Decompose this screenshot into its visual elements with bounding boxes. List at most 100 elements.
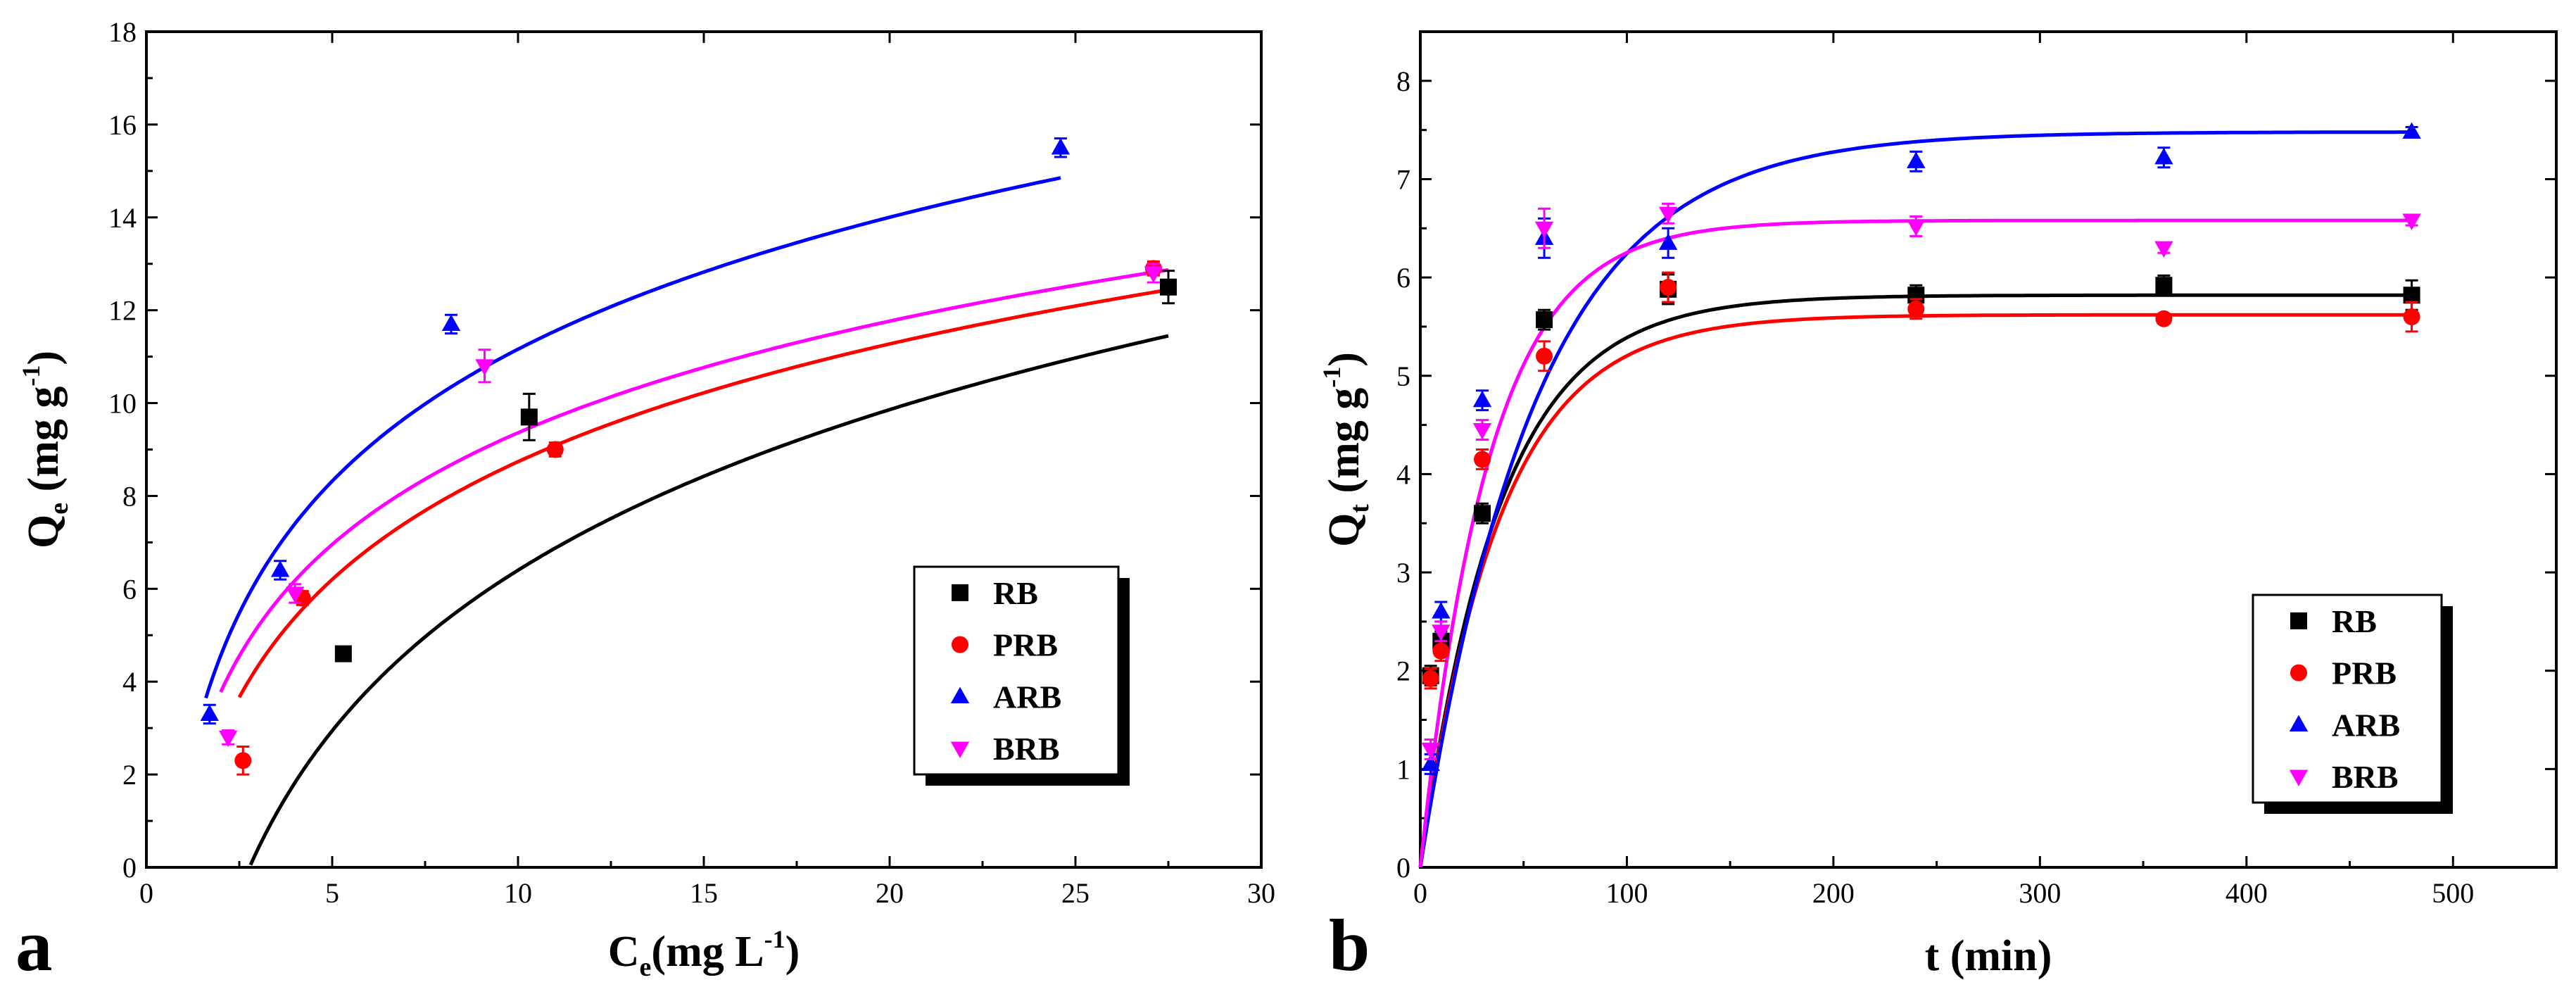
y-tick-label: 6 <box>122 573 137 605</box>
point-ARB <box>270 560 290 577</box>
y-tick-label: 2 <box>1396 655 1410 687</box>
legend-marker-RB <box>2290 612 2307 629</box>
x-tick-label: 30 <box>1247 877 1275 909</box>
point-PRB <box>1536 347 1553 365</box>
point-PRB <box>1432 642 1450 660</box>
point-BRB <box>286 586 305 603</box>
point-PRB <box>1660 279 1677 296</box>
y-tick-label: 1 <box>1396 753 1410 785</box>
data-points <box>1421 122 2421 775</box>
point-PRB <box>546 441 564 458</box>
x-axis-label: t (min) <box>1925 932 2052 980</box>
legend-label-ARB: ARB <box>993 679 1061 715</box>
fit-curve-RB <box>248 334 1169 866</box>
y-tick-label: 4 <box>122 666 137 698</box>
y-axis-ticks: 0 2 4 6 8 10 12 14 16 18 <box>108 16 1261 884</box>
panel-b: 0 100 200 300 400 500 0 1 2 3 4 5 6 7 8 RB PRB ARB BRB t (m… <box>1318 30 2558 986</box>
point-RB <box>2155 277 2173 294</box>
x-axis-ticks: 0 5 10 15 20 25 30 <box>139 32 1275 909</box>
panel-letter: b <box>1329 904 1370 986</box>
legend-marker-BRB <box>950 741 970 758</box>
y-tick-label: 4 <box>1396 458 1410 490</box>
y-tick-label: 0 <box>1396 852 1410 884</box>
point-ARB <box>1658 233 1678 250</box>
x-axis-ticks: 0 100 200 300 400 500 <box>1413 32 2474 909</box>
legend-marker-ARB <box>2289 715 2309 731</box>
y-tick-label: 6 <box>1396 262 1410 294</box>
legend-label-ARB: ARB <box>2332 707 2400 743</box>
legend-box <box>913 565 1120 776</box>
x-tick-label: 25 <box>1061 877 1090 909</box>
point-RB <box>334 645 352 662</box>
point-PRB <box>2403 308 2420 325</box>
point-ARB <box>1051 138 1071 155</box>
legend: RB PRB ARB BRB <box>913 565 1130 786</box>
panel-letter: a <box>15 904 53 986</box>
panel-a: 0 5 10 15 20 25 30 0 2 4 6 8 10 12 14 16 18 RB PRB ARB BRB Ce… <box>15 16 1275 986</box>
point-ARB <box>1432 602 1451 619</box>
point-BRB <box>1144 266 1163 283</box>
x-tick-label: 10 <box>504 877 532 909</box>
point-PRB <box>2155 310 2173 327</box>
legend-label-RB: RB <box>993 575 1038 611</box>
point-ARB <box>1472 390 1492 408</box>
point-ARB <box>1907 151 1926 168</box>
y-axis-label: Qt (mg g-1) <box>1318 352 1375 547</box>
point-BRB <box>1534 221 1554 239</box>
y-tick-label: 3 <box>1396 557 1410 589</box>
y-tick-label: 18 <box>108 16 137 48</box>
point-ARB <box>2154 147 2173 165</box>
y-tick-label: 7 <box>1396 163 1410 195</box>
legend-marker-PRB <box>952 636 968 653</box>
x-tick-label: 5 <box>325 877 339 909</box>
y-tick-label: 5 <box>1396 360 1410 392</box>
x-tick-label: 400 <box>2225 877 2268 909</box>
y-tick-label: 0 <box>122 852 137 884</box>
legend-label-PRB: PRB <box>2332 655 2397 691</box>
legend-box <box>2252 593 2443 804</box>
point-ARB <box>200 704 219 721</box>
point-ARB <box>2402 122 2421 139</box>
legend-marker-BRB <box>2289 769 2309 786</box>
point-BRB <box>1432 624 1451 641</box>
fit-curve-ARB <box>1418 130 2412 868</box>
y-tick-label: 2 <box>122 759 137 791</box>
x-axis-label: Ce(mg L-1) <box>608 925 800 982</box>
x-tick-label: 500 <box>2432 877 2474 909</box>
point-PRB <box>234 752 252 769</box>
fit-curve-BRB <box>219 268 1169 693</box>
legend-label-PRB: PRB <box>993 627 1058 663</box>
x-tick-label: 0 <box>139 877 153 909</box>
x-tick-label: 20 <box>876 877 904 909</box>
point-BRB <box>475 359 494 376</box>
fit-curves <box>204 176 1169 866</box>
y-tick-label: 12 <box>108 295 137 327</box>
y-tick-label: 10 <box>108 388 137 420</box>
y-tick-label: 14 <box>108 202 137 234</box>
point-BRB <box>1658 206 1678 224</box>
fit-curve-PRB <box>237 288 1169 698</box>
point-RB <box>1536 311 1553 329</box>
point-RB <box>520 408 538 426</box>
point-ARB <box>1421 754 1440 771</box>
point-RB <box>1160 278 1177 296</box>
x-tick-label: 200 <box>1812 877 1855 909</box>
plot-frame <box>1419 30 2558 869</box>
y-tick-label: 8 <box>122 480 137 512</box>
y-tick-label: 16 <box>108 109 137 141</box>
point-BRB <box>218 730 238 748</box>
x-tick-label: 15 <box>690 877 718 909</box>
point-PRB <box>1422 670 1439 687</box>
y-axis-label: Qe (mg g-1) <box>17 351 74 548</box>
x-tick-label: 300 <box>2019 877 2061 909</box>
point-PRB <box>1474 451 1491 468</box>
data-points <box>200 137 1177 776</box>
point-PRB <box>1907 300 1925 318</box>
legend-label-BRB: BRB <box>993 731 1060 767</box>
legend-marker-PRB <box>2290 664 2307 681</box>
legend: RB PRB ARB BRB <box>2252 593 2453 814</box>
legend-label-BRB: BRB <box>2332 759 2399 795</box>
point-RB <box>2403 287 2420 304</box>
point-BRB <box>1472 422 1492 440</box>
